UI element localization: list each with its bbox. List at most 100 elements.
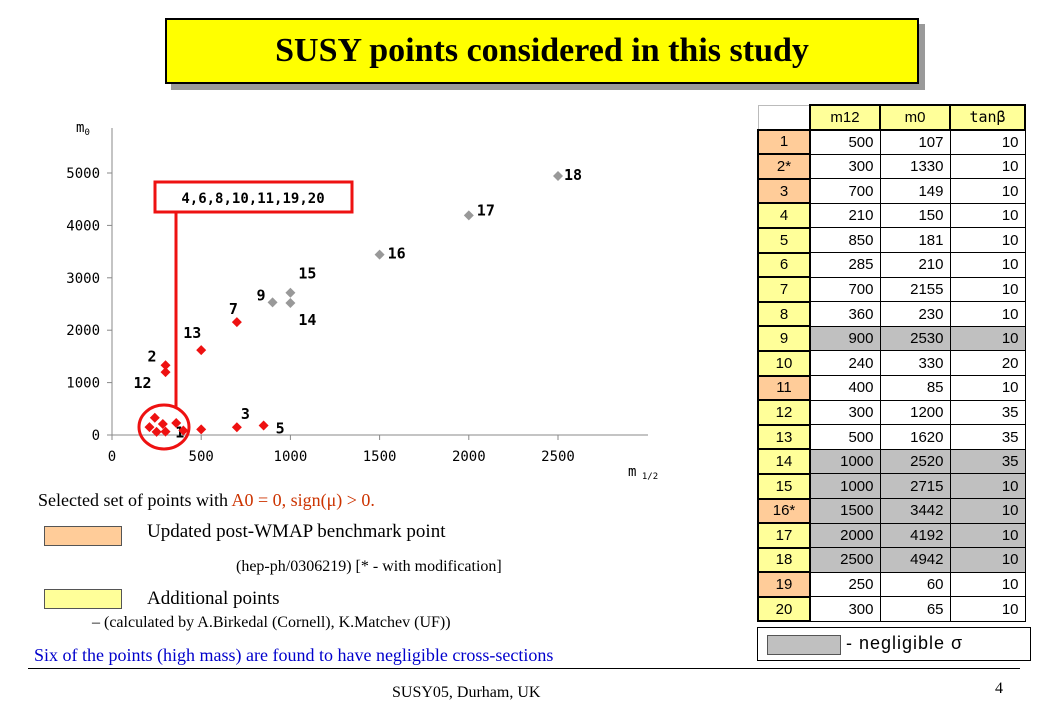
table-cell-m12: 700 xyxy=(809,276,881,303)
x-tick-label: 2000 xyxy=(452,449,486,465)
table-cell-tanbeta: 10 xyxy=(949,547,1026,573)
table-row: 2* 300 1330 10 xyxy=(757,153,1026,180)
table-row: 3 700 149 10 xyxy=(757,177,1026,205)
table-cell-tanbeta: 10 xyxy=(949,301,1026,327)
table-cell-m12: 300 xyxy=(809,153,881,180)
data-point xyxy=(178,425,189,436)
annotation-label: 4,6,8,10,11,19,20 xyxy=(181,191,324,207)
negligible-swatch xyxy=(767,635,841,655)
table-header-row: m12 m0 tanβ xyxy=(757,104,1026,131)
table-cell-m0: 107 xyxy=(879,129,951,155)
y-tick-label: 3000 xyxy=(66,271,100,287)
y-axis-label: m0 xyxy=(76,120,90,138)
table-row: 7 700 2155 10 xyxy=(757,276,1026,303)
table-row: 1 500 107 10 xyxy=(757,128,1026,156)
table-cell-m0: 330 xyxy=(879,350,951,377)
table-cell-id: 3 xyxy=(757,177,811,205)
table-cell-m12: 700 xyxy=(809,178,881,204)
data-point-label: 12 xyxy=(134,374,152,392)
data-point xyxy=(149,412,160,423)
chart-axes: 0 500 1000 1500 2000 250001000200030004000500… xyxy=(66,120,658,482)
table-cell-m0: 85 xyxy=(879,375,951,401)
data-point xyxy=(171,417,182,428)
selected-prefix: Selected set of points with xyxy=(38,490,232,510)
benchmark-label: Updated post-WMAP benchmark point xyxy=(147,521,446,542)
table-header-blank xyxy=(757,104,811,131)
y-tick-label: 1000 xyxy=(66,376,100,392)
table-cell-m0: 1200 xyxy=(879,399,951,426)
data-point xyxy=(151,426,162,437)
table-cell-m12: 850 xyxy=(809,227,881,254)
table-cell-m0: 149 xyxy=(879,178,951,204)
table-cell-m12: 285 xyxy=(809,252,881,278)
table-cell-id: 2* xyxy=(757,153,811,180)
table-cell-tanbeta: 10 xyxy=(949,227,1026,254)
table-cell-id: 6 xyxy=(757,251,811,279)
table-row: 8 360 230 10 xyxy=(757,300,1026,328)
table-cell-m0: 181 xyxy=(879,227,951,254)
table-cell-m12: 300 xyxy=(809,399,881,426)
table-cell-id: 8 xyxy=(757,300,811,328)
table-cell-id: 17 xyxy=(757,522,811,549)
page-number: 4 xyxy=(995,680,1003,697)
table-row: 19 250 60 10 xyxy=(757,571,1026,598)
selected-set-text: Selected set of points with A0 = 0, sign… xyxy=(38,490,375,511)
table-row: 16* 1500 3442 10 xyxy=(757,497,1026,525)
table-row: 9 900 2530 10 xyxy=(757,325,1026,352)
data-point-label: 1 xyxy=(175,423,184,441)
table-cell-m12: 210 xyxy=(809,202,881,229)
additional-swatch xyxy=(44,589,122,609)
table-cell-m12: 1000 xyxy=(809,448,881,475)
selected-condition: A0 = 0, sign(μ) > 0. xyxy=(231,490,375,510)
data-point xyxy=(267,297,278,308)
table-cell-m0: 230 xyxy=(879,301,951,327)
table-cell-tanbeta: 10 xyxy=(949,473,1026,499)
table-cell-m0: 65 xyxy=(879,596,951,622)
table-cell-m0: 4192 xyxy=(879,522,951,549)
table-header-tanbeta: tanβ xyxy=(949,104,1026,131)
table-cell-m12: 360 xyxy=(809,301,881,327)
table-row: 14 1000 2520 35 xyxy=(757,448,1026,475)
table-row: 5 850 181 10 xyxy=(757,226,1026,254)
table-row: 4 210 150 10 xyxy=(757,202,1026,229)
table-cell-tanbeta: 10 xyxy=(949,375,1026,401)
y-tick-label: 0 xyxy=(92,428,100,444)
x-tick-label: 1500 xyxy=(363,449,397,465)
cluster-ellipse xyxy=(137,403,191,451)
data-point-label: 13 xyxy=(183,324,201,342)
annotation-box xyxy=(153,180,354,214)
table-cell-tanbeta: 10 xyxy=(949,153,1026,180)
table-cell-m0: 2155 xyxy=(879,276,951,303)
table-cell-id: 19 xyxy=(757,571,811,598)
table-header-m12: m12 xyxy=(809,104,881,131)
y-tick-label: 5000 xyxy=(66,166,100,182)
data-point xyxy=(160,360,171,371)
table-cell-m0: 150 xyxy=(879,202,951,229)
table-cell-m12: 300 xyxy=(809,596,881,622)
data-point-label: 2 xyxy=(148,347,157,365)
table-cell-m0: 2715 xyxy=(879,473,951,499)
footer-rule xyxy=(28,668,1020,669)
table-cell-tanbeta: 20 xyxy=(949,350,1026,377)
table-cell-id: 11 xyxy=(757,374,811,402)
table-cell-m12: 1500 xyxy=(809,498,881,524)
table-cell-tanbeta: 10 xyxy=(949,325,1026,352)
data-point-label: 7 xyxy=(229,300,238,318)
data-point xyxy=(258,420,269,431)
table-cell-id: 1 xyxy=(757,128,811,156)
table-cell-m12: 2000 xyxy=(809,522,881,549)
x-tick-label: 2500 xyxy=(541,449,575,465)
table-cell-m0: 2530 xyxy=(879,325,951,352)
benchmark-swatch xyxy=(44,526,122,546)
table-cell-id: 9 xyxy=(757,325,811,352)
x-tick-label: 1000 xyxy=(274,449,308,465)
table-cell-id: 16* xyxy=(757,497,811,525)
table-cell-m12: 240 xyxy=(809,350,881,377)
table-row: 20 300 65 10 xyxy=(757,595,1026,623)
table-cell-m0: 4942 xyxy=(879,547,951,573)
data-point xyxy=(196,345,207,356)
negligible-label: - negligible σ xyxy=(846,633,964,653)
table-row: 6 285 210 10 xyxy=(757,251,1026,279)
table-cell-m12: 500 xyxy=(809,424,881,450)
